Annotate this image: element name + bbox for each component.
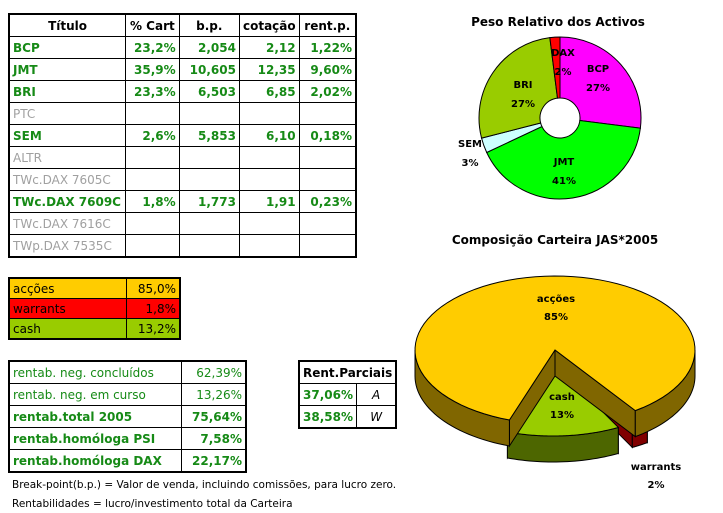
pie-slice-acções <box>414 275 696 421</box>
chart-title-peso: Peso Relativo dos Activos <box>471 15 645 29</box>
pie-slice-jmt <box>486 119 641 200</box>
table-row: TWp.DAX 7535C <box>8 234 357 258</box>
rentabilidade-value: 22,17% <box>181 449 247 473</box>
legend-label: warrants <box>8 298 127 319</box>
slice-value-label: 2% <box>648 480 665 491</box>
portfolio-table: Título% Cart b.p. cotação rent.p. BCP 23,2% 2… <box>8 13 357 258</box>
slice-label: DAX <box>551 48 575 59</box>
table-row: ALTR <box>8 146 357 169</box>
cell-rent <box>298 234 357 258</box>
slice-value-label: 27% <box>586 83 610 94</box>
cell-titulo: JMT <box>8 58 127 81</box>
rent-parciais-title: Rent.Parciais <box>298 360 397 384</box>
slice-label: BRI <box>513 80 532 91</box>
legend-row: cash 13,2% <box>8 318 181 340</box>
cell-cot: 12,35 <box>238 58 300 81</box>
cell-rent: 1,22% <box>298 36 357 59</box>
table-row: TWc.DAX 7605C <box>8 168 357 191</box>
rentabilidade-row: rentab. neg. em curso 13,26% <box>8 383 247 406</box>
cell-bp <box>178 234 240 258</box>
cell-rent: 9,60% <box>298 58 357 81</box>
rentabilidade-value: 13,26% <box>181 383 247 406</box>
slice-value-label: 41% <box>552 176 576 187</box>
slice-value-label: 2% <box>555 67 572 78</box>
cell-cart: 2,6% <box>125 124 180 147</box>
column-header: % Cart <box>125 13 180 37</box>
table-row: BCP 23,2% 2,054 2,12 1,22% <box>8 36 357 59</box>
rent-parciais-table: Rent.Parciais 37,06% A 38,58% W <box>298 360 398 429</box>
rentabilidade-label: rentab.homóloga PSI <box>8 427 182 450</box>
note-rentabilidades: Rentabilidades = lucro/investimento tota… <box>12 498 293 510</box>
slice-value-label: 3% <box>462 158 479 169</box>
legend-value: 85,0% <box>126 277 181 299</box>
cell-titulo: TWp.DAX 7535C <box>8 234 127 258</box>
legend-value: 13,2% <box>126 318 181 340</box>
slice-label: acções <box>537 294 575 305</box>
legend-row: warrants 1,8% <box>8 298 181 319</box>
cell-titulo: TWc.DAX 7616C <box>8 212 127 235</box>
pie-slice-cash <box>506 361 620 437</box>
pie-slice-bcp <box>559 36 642 129</box>
slice-label: cash <box>549 392 575 403</box>
rentabilidade-row: rentab.homóloga DAX 22,17% <box>8 449 247 473</box>
rent-parciais-value: 38,58% <box>298 405 357 429</box>
cell-bp: 1,773 <box>178 190 240 213</box>
slice-value-label: 85% <box>544 312 568 323</box>
legend-row: acções 85,0% <box>8 277 181 299</box>
pie-slice-dax <box>549 36 561 99</box>
note-break-point: Break-point(b.p.) = Valor de venda, incl… <box>12 479 397 491</box>
rentabilidade-value: 62,39% <box>181 360 247 384</box>
slice-label: SEM <box>458 139 482 150</box>
cell-bp: 6,503 <box>178 80 240 103</box>
rentabilidade-value: 7,58% <box>181 427 247 450</box>
rentabilidade-label: rentab. neg. em curso <box>8 383 182 406</box>
rentabilidade-value: 75,64% <box>181 405 247 428</box>
slice-value-label: 13% <box>550 410 574 421</box>
cell-bp: 10,605 <box>178 58 240 81</box>
legend-value: 1,8% <box>126 298 181 319</box>
rentabilidade-row: rentab.homóloga PSI 7,58% <box>8 427 247 450</box>
cell-cot: 1,91 <box>238 190 300 213</box>
cell-rent <box>298 212 357 235</box>
table-row: SEM 2,6% 5,853 6,10 0,18% <box>8 124 357 147</box>
rent-parciais-row: 37,06% A <box>298 383 397 406</box>
composition-table: acções 85,0% warrants 1,8% cash 13,2% <box>8 277 181 340</box>
pie-slice-bri <box>478 37 559 139</box>
slice-label: BCP <box>587 64 609 75</box>
slice-label: JMT <box>553 157 575 168</box>
cell-bp <box>178 212 240 235</box>
slice-value-label: 27% <box>511 99 535 110</box>
legend-label: cash <box>8 318 127 340</box>
rent-parciais-type: W <box>356 405 397 429</box>
column-header: b.p. <box>178 13 240 37</box>
chart-title-composicao: Composição Carteira JAS*2005 <box>451 233 659 247</box>
rent-parciais-row: 38,58% W <box>298 405 397 429</box>
cell-cot: 6,10 <box>238 124 300 147</box>
cell-titulo: ALTR <box>8 146 127 169</box>
column-header: rent.p. <box>298 13 357 37</box>
table-row: JMT 35,9% 10,605 12,35 9,60% <box>8 58 357 81</box>
table-row: TWc.DAX 7616C <box>8 212 357 235</box>
rent-parciais-type: A <box>356 383 397 406</box>
rentabilidade-row: rentab. neg. concluídos 62,39% <box>8 360 247 384</box>
rentabilidade-table: rentab. neg. concluídos 62,39% rentab. neg… <box>8 360 247 473</box>
rentabilidade-label: rentab.homóloga DAX <box>8 449 182 473</box>
table-row: BRI 23,3% 6,503 6,85 2,02% <box>8 80 357 103</box>
slice-label: warrants <box>631 462 681 473</box>
